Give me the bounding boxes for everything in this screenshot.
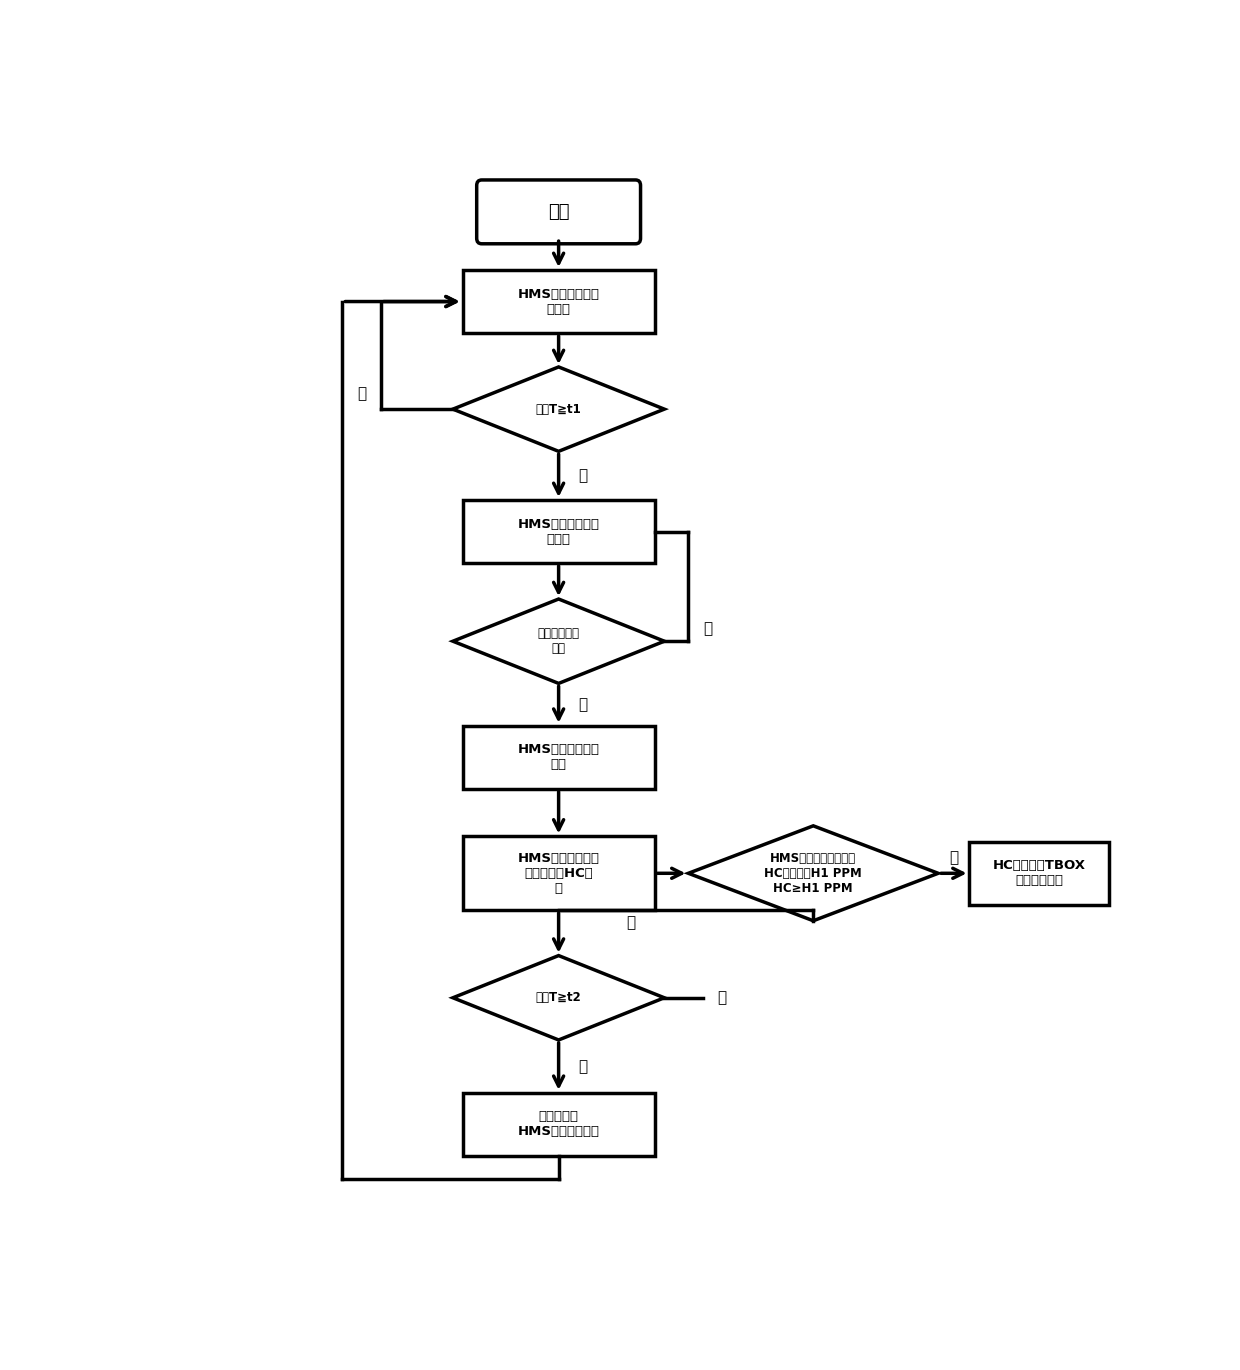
Polygon shape: [453, 599, 665, 684]
Text: HMS进行一次氢气
浓度泄漏值HC检
测: HMS进行一次氢气 浓度泄漏值HC检 测: [517, 852, 600, 895]
Polygon shape: [453, 956, 665, 1040]
Text: 是: 是: [578, 469, 587, 484]
Text: HMS初始化并开始
工作: HMS初始化并开始 工作: [517, 744, 600, 771]
FancyBboxPatch shape: [463, 836, 655, 910]
Polygon shape: [453, 367, 665, 451]
FancyBboxPatch shape: [463, 726, 655, 789]
Text: 否: 否: [626, 915, 635, 930]
Text: HC值上传至TBOX
发给后台处理: HC值上传至TBOX 发给后台处理: [992, 859, 1086, 888]
Text: 是: 是: [578, 697, 587, 712]
Text: 否: 否: [357, 386, 367, 401]
Text: 是: 是: [578, 1059, 587, 1074]
Text: 唤醒信号是有
有效: 唤醒信号是有 有效: [538, 627, 579, 655]
FancyBboxPatch shape: [463, 500, 655, 563]
Text: 计时T≧t1: 计时T≧t1: [536, 403, 582, 415]
Text: HMS唤醒信号设置
为有效: HMS唤醒信号设置 为有效: [517, 518, 600, 545]
Text: 是: 是: [950, 849, 959, 864]
Text: 否: 否: [717, 991, 727, 1006]
Text: 计时T≧t2: 计时T≧t2: [536, 992, 582, 1004]
FancyBboxPatch shape: [463, 270, 655, 333]
Text: HMS判断氢气浓度泄值
HC是否大于H1 PPM
HC≥H1 PPM: HMS判断氢气浓度泄值 HC是否大于H1 PPM HC≥H1 PPM: [764, 852, 862, 895]
FancyBboxPatch shape: [463, 1093, 655, 1156]
Text: 计时器清零
HMS进入休眠状态: 计时器清零 HMS进入休眠状态: [517, 1110, 600, 1138]
FancyBboxPatch shape: [970, 841, 1109, 906]
FancyBboxPatch shape: [476, 179, 641, 244]
Text: HMS启动基本计时
器模块: HMS启动基本计时 器模块: [517, 288, 600, 315]
Polygon shape: [688, 826, 939, 921]
Text: 否: 否: [703, 621, 712, 636]
Text: 开始: 开始: [548, 203, 569, 221]
